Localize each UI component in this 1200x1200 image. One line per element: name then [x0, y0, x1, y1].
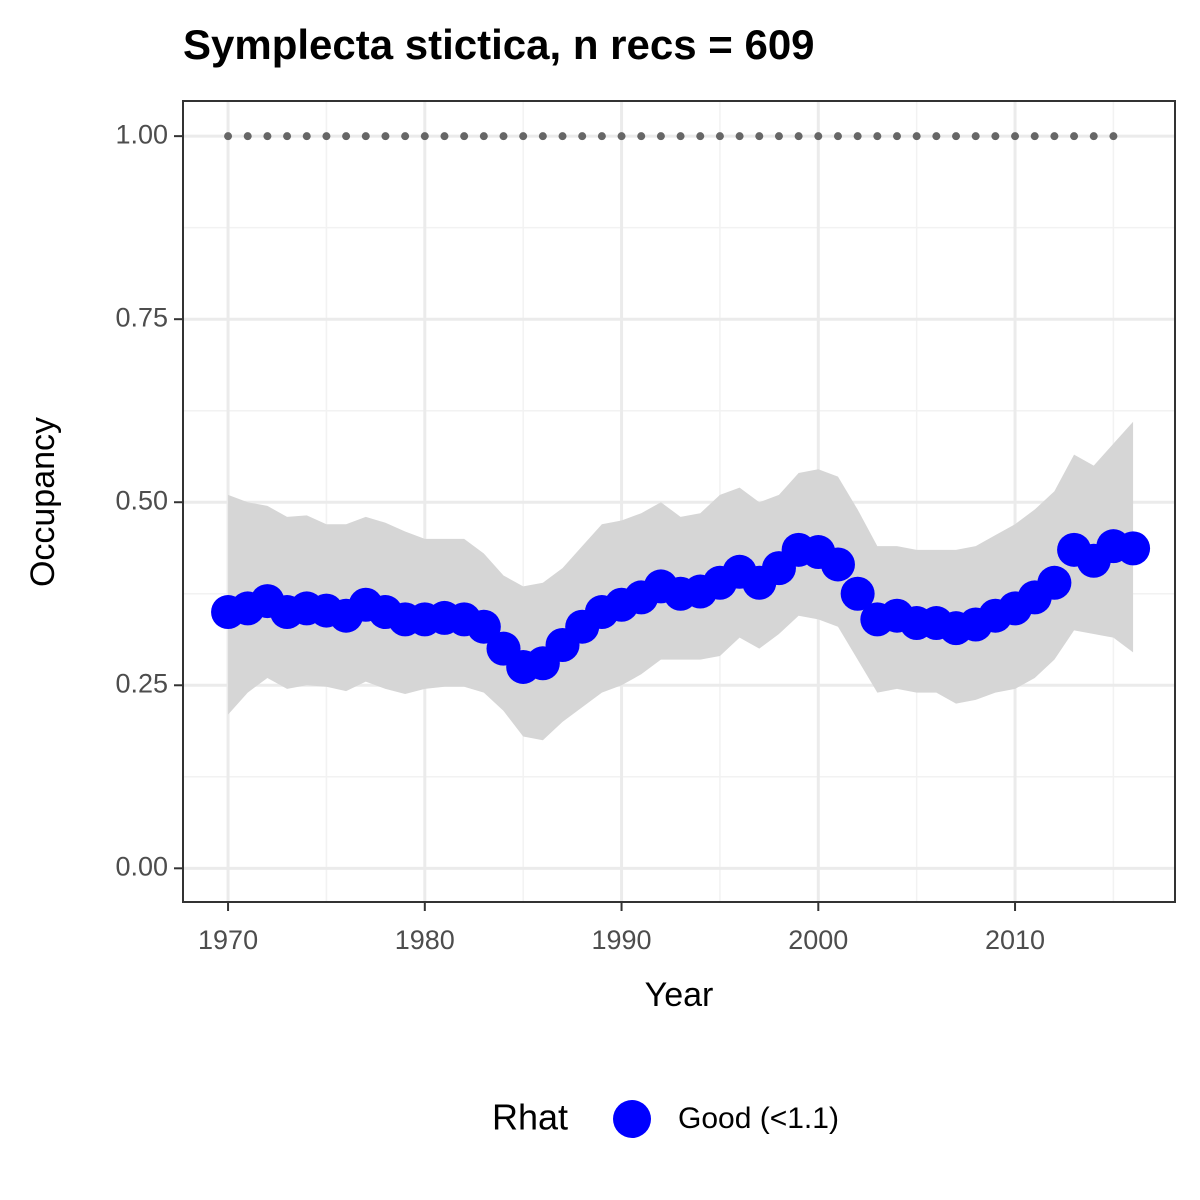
reference-dot — [1050, 132, 1059, 141]
legend-title: Rhat — [492, 1097, 568, 1138]
reference-dot — [1089, 132, 1098, 141]
reference-dot — [932, 132, 941, 141]
reference-dot — [715, 132, 724, 141]
reference-dot — [558, 132, 567, 141]
x-tick-label: 1980 — [395, 925, 455, 955]
reference-dot — [263, 132, 272, 141]
data-point — [820, 547, 855, 582]
reference-dot — [322, 132, 331, 141]
data-point — [840, 576, 875, 611]
x-tick-label: 1970 — [198, 925, 258, 955]
reference-dot — [302, 132, 311, 141]
reference-dot — [755, 132, 764, 141]
legend-key — [613, 1100, 651, 1138]
reference-dot — [991, 132, 1000, 141]
data-point — [1116, 531, 1151, 566]
reference-dot — [243, 132, 252, 141]
legend-label: Good (<1.1) — [678, 1102, 839, 1135]
x-tick-label: 2010 — [985, 925, 1045, 955]
reference-dot — [342, 132, 351, 141]
x-tick-label: 2000 — [788, 925, 848, 955]
reference-dot — [971, 132, 980, 141]
reference-dot — [794, 132, 803, 141]
reference-dot — [381, 132, 390, 141]
reference-dot — [224, 132, 233, 141]
reference-dot — [637, 132, 646, 141]
chart-title: Symplecta stictica, n recs = 609 — [183, 21, 815, 68]
reference-dot — [1030, 132, 1039, 141]
reference-dot — [656, 132, 665, 141]
reference-dot — [460, 132, 469, 141]
reference-dot — [519, 132, 528, 141]
reference-dot — [420, 132, 429, 141]
reference-dot — [499, 132, 508, 141]
reference-dot — [735, 132, 744, 141]
y-axis-title: Occupancy — [24, 417, 62, 587]
reference-dot — [401, 132, 410, 141]
x-tick-label: 1990 — [592, 925, 652, 955]
reference-dot — [1011, 132, 1020, 141]
reference-dot — [578, 132, 587, 141]
reference-dot — [774, 132, 783, 141]
reference-dot — [892, 132, 901, 141]
reference-dot — [696, 132, 705, 141]
y-tick-label: 0.50 — [115, 485, 168, 515]
reference-dot — [873, 132, 882, 141]
reference-dot — [479, 132, 488, 141]
reference-dot — [361, 132, 370, 141]
data-point — [466, 609, 501, 644]
plot-border — [182, 100, 1176, 903]
reference-dot — [952, 132, 961, 141]
y-tick-label: 1.00 — [115, 119, 168, 149]
reference-dot — [617, 132, 626, 141]
reference-dot — [440, 132, 449, 141]
y-tick-label: 0.75 — [115, 302, 168, 332]
reference-dot — [1070, 132, 1079, 141]
reference-dot — [833, 132, 842, 141]
reference-dot — [814, 132, 823, 141]
reference-dot — [853, 132, 862, 141]
reference-dot — [676, 132, 685, 141]
reference-dot — [597, 132, 606, 141]
x-axis-title: Year — [645, 976, 714, 1014]
y-tick-label: 0.25 — [115, 668, 168, 698]
data-point — [1037, 565, 1072, 600]
reference-dot — [538, 132, 547, 141]
reference-dot — [1109, 132, 1118, 141]
reference-dot — [912, 132, 921, 141]
reference-dot — [283, 132, 292, 141]
y-tick-label: 0.00 — [115, 851, 168, 881]
